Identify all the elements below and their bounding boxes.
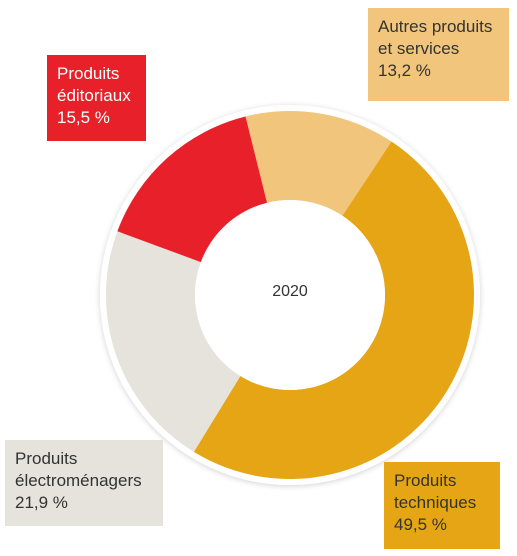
label-value: 49,5 % — [394, 515, 447, 534]
label-value: 15,5 % — [57, 108, 110, 127]
label-name: Produits électroménagers — [15, 449, 142, 490]
slice-label: Produits électroménagers 21,9 % — [5, 440, 163, 526]
donut-hole — [195, 200, 385, 390]
slice-label: Produits éditoriaux 15,5 % — [47, 55, 146, 141]
label-value: 13,2 % — [378, 61, 431, 80]
donut-slice — [117, 116, 268, 263]
center-label: 2020 — [272, 283, 308, 300]
label-name: Produits éditoriaux — [57, 64, 131, 105]
label-value: 21,9 % — [15, 493, 68, 512]
donut-slice — [193, 141, 475, 480]
label-name: Produits techniques — [394, 471, 477, 512]
slice-label: Produits techniques 49,5 % — [384, 462, 500, 549]
donut-slice — [106, 231, 241, 452]
donut-slice — [245, 111, 392, 216]
slice-label: Autres produits et services 13,2 % — [368, 8, 509, 101]
label-name: Autres produits et services — [378, 17, 493, 58]
